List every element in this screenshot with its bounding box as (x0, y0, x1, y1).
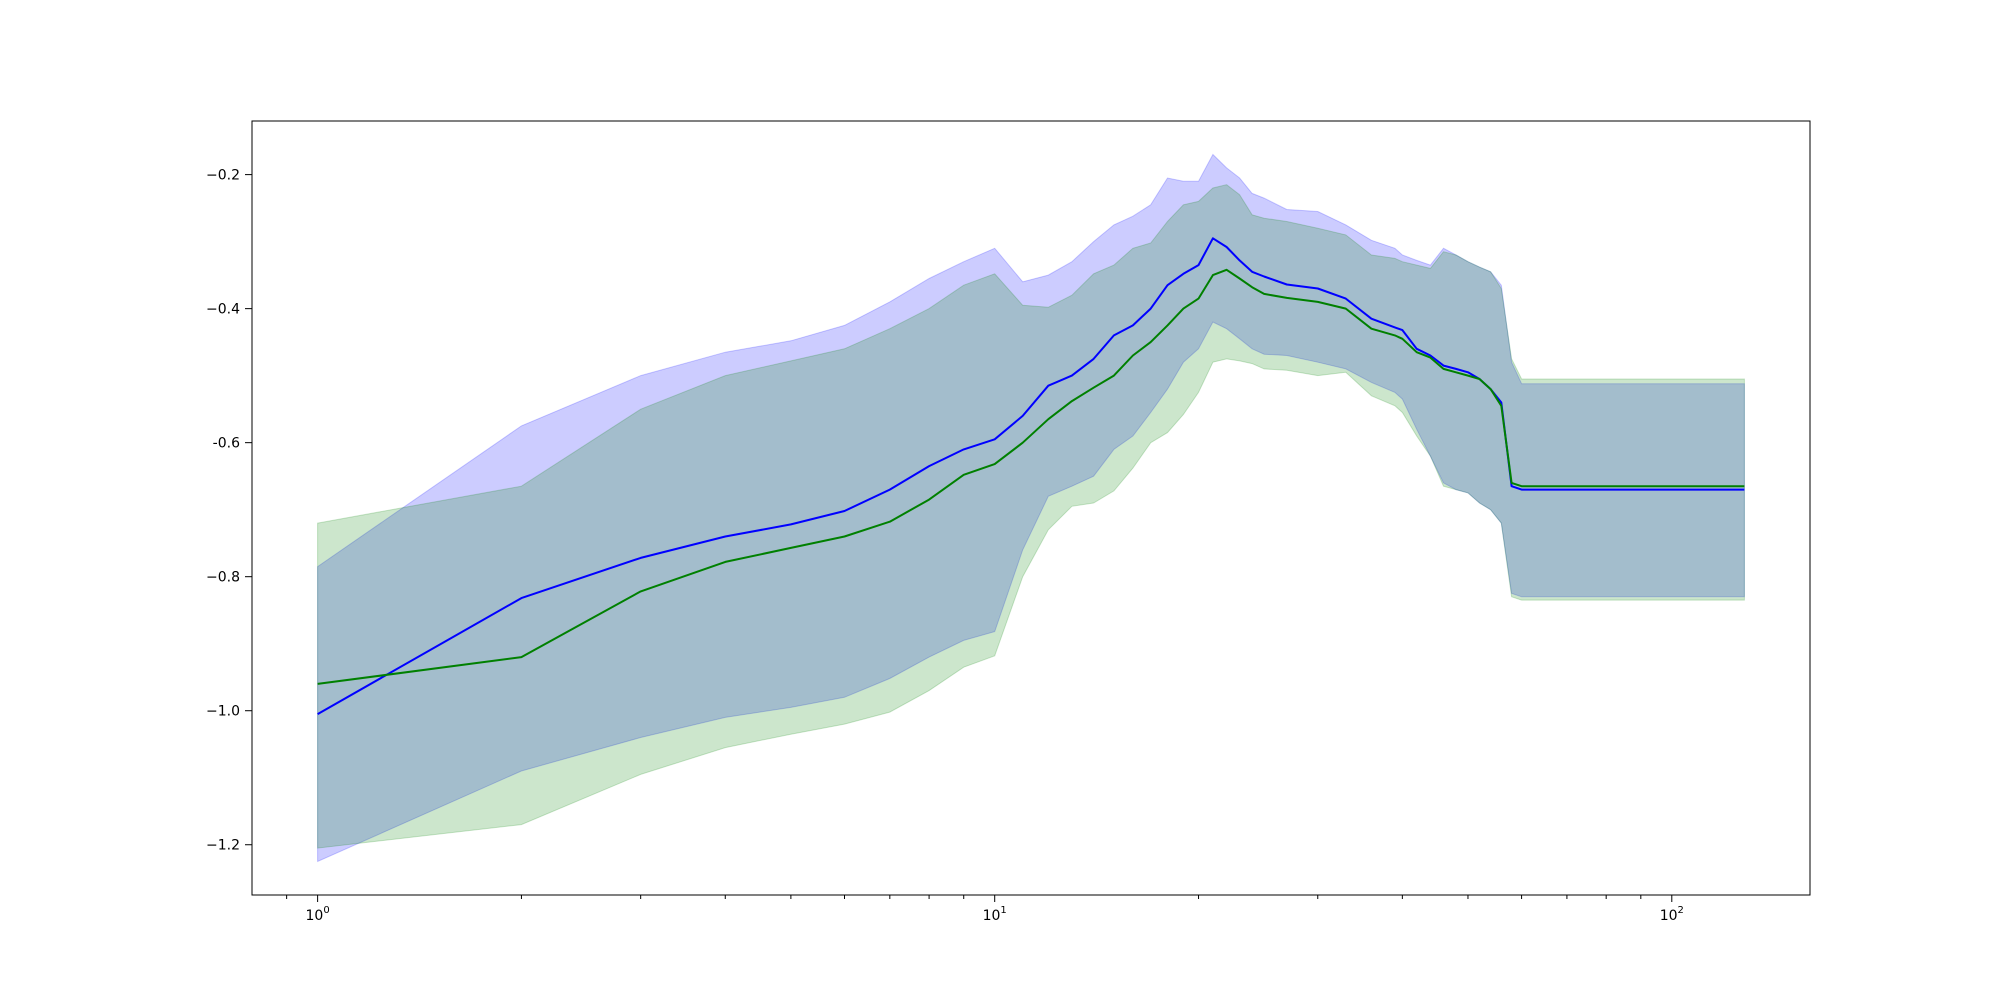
x-tick-label: 102 (1660, 905, 1684, 924)
y-tick-label: −1.0 (206, 704, 240, 720)
x-axis-ticks: 100 101 102 (286, 895, 1684, 924)
band-0 (317, 153, 1745, 863)
y-tick-label: −1.2 (206, 838, 240, 854)
confidence-bands (317, 153, 1745, 863)
y-tick-label: -0.6 (213, 436, 240, 452)
x-tick-label: 101 (983, 905, 1007, 924)
series-line-0 (317, 237, 1745, 715)
y-tick-label: −0.4 (206, 302, 240, 318)
band-1 (317, 184, 1745, 849)
y-axis-ticks: −0.2 −0.4 -0.6 −0.8 −1.0 −1.2 (206, 168, 252, 854)
y-tick-label: −0.2 (206, 168, 240, 184)
plot-frame (251, 120, 1811, 896)
series-lines (317, 237, 1745, 715)
y-tick-label: −0.8 (206, 570, 240, 586)
series-line-1 (317, 268, 1745, 685)
x-tick-label: 100 (306, 905, 330, 924)
